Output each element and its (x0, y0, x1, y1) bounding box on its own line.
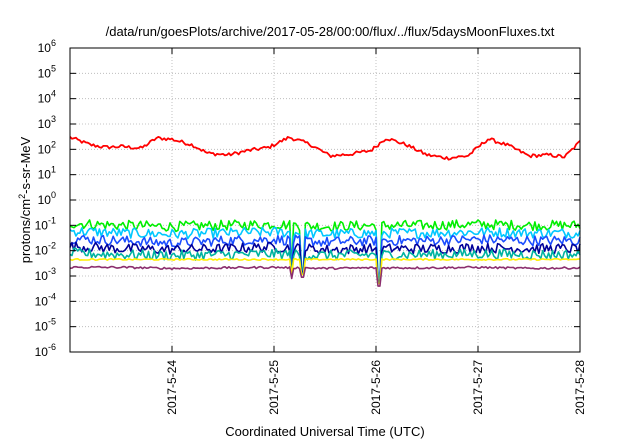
y-tick-label: 10-5 (35, 317, 56, 334)
y-axis-title-superscript: 2 (17, 194, 27, 199)
x-axis-title: Coordinated Universal Time (UTC) (225, 424, 424, 439)
y-tick-label: 106 (38, 38, 56, 55)
y-axis-title-units: -s-sr-MeV (18, 136, 33, 193)
y-tick-label: 10-2 (35, 241, 56, 258)
grid (70, 48, 580, 352)
series-line (69, 265, 581, 287)
x-tick-label: 2017-5-28 (573, 360, 587, 415)
series-line (69, 257, 581, 285)
y-tick-label: 100 (38, 190, 56, 207)
y-tick-label: 103 (38, 114, 56, 131)
series-line (69, 135, 581, 161)
x-tick-label: 2017-5-26 (369, 360, 383, 415)
y-tick-label: 105 (38, 63, 56, 80)
series-line (70, 234, 581, 281)
y-tick-label: 10-6 (35, 342, 56, 359)
x-axis: 2017-5-24 2017-5-25 2017-5-26 2017-5-27 2017… (165, 48, 587, 415)
y-axis-title-main: protons/cm (18, 199, 33, 263)
y-tick-label: 101 (38, 165, 56, 182)
x-tick-label: 2017-5-25 (267, 360, 281, 415)
y-tick-label: 10-4 (35, 291, 56, 308)
x-tick-label: 2017-5-27 (471, 360, 485, 415)
chart-title: /data/run/goesPlots/archive/2017-05-28/0… (106, 24, 555, 39)
series-line (69, 219, 581, 279)
x-tick-label: 2017-5-24 (165, 360, 179, 415)
series-line (69, 226, 581, 280)
y-tick-label: 10-3 (35, 266, 56, 283)
series-group (69, 135, 581, 287)
y-axis: 10-6 10-5 10-4 10-3 10-2 10-1 100 101 102 103 104 1… (35, 38, 580, 359)
series-line (69, 241, 581, 282)
y-tick-label: 10-1 (35, 215, 56, 232)
y-tick-label: 104 (38, 89, 56, 106)
y-axis-title: protons/cm2-s-sr-MeV (17, 136, 33, 263)
y-tick-label: 102 (38, 139, 56, 156)
series-line (69, 247, 581, 284)
